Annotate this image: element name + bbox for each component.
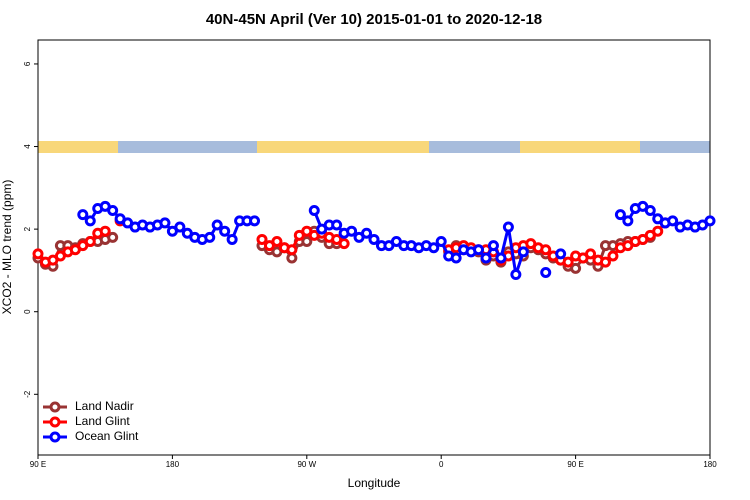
point [704, 215, 716, 227]
point [473, 244, 485, 256]
x-tick-label: 90 E [30, 460, 46, 469]
point [99, 225, 111, 237]
point [450, 252, 462, 264]
plot-frame [37, 39, 711, 456]
x-axis-label: Longitude [348, 476, 401, 490]
point [286, 244, 298, 256]
legend-label: Land Glint [75, 414, 130, 428]
point [555, 248, 567, 260]
x-tick-label: 90 W [297, 460, 316, 469]
point [338, 238, 350, 250]
point [517, 246, 529, 258]
legend-marker [49, 431, 61, 443]
point [644, 205, 656, 217]
point [622, 215, 634, 227]
x-tick-label: 180 [166, 460, 180, 469]
land-band [38, 141, 118, 153]
point [361, 227, 373, 239]
chart-title: 40N-45N April (Ver 10) 2015-01-01 to 202… [206, 11, 542, 28]
point [32, 248, 44, 260]
y-tick-label: 2 [23, 226, 32, 231]
point [331, 219, 343, 231]
point [308, 205, 320, 217]
point [435, 236, 447, 248]
land-ocean-strip [38, 141, 710, 153]
point [301, 236, 313, 248]
point [368, 233, 380, 245]
point [652, 225, 664, 237]
point [249, 215, 261, 227]
legend-marker [49, 416, 61, 428]
point [346, 225, 358, 237]
point [84, 236, 96, 248]
point [570, 262, 582, 274]
point [226, 233, 238, 245]
y-tick-label: 4 [23, 144, 32, 149]
land-band [520, 141, 640, 153]
point [271, 236, 283, 248]
point [159, 217, 171, 229]
point [84, 215, 96, 227]
y-axis-label: XCO2 - MLO trend (ppm) [0, 180, 14, 315]
point [107, 231, 119, 243]
point [502, 221, 514, 233]
point [599, 256, 611, 268]
legend-marker [49, 401, 61, 413]
point [219, 225, 231, 237]
point [174, 221, 186, 233]
x-tick-label: 90 E [567, 460, 583, 469]
point [211, 219, 223, 231]
y-tick-label: 0 [23, 309, 32, 314]
land-band [257, 141, 429, 153]
point [428, 242, 440, 254]
point [510, 269, 522, 281]
x-tick-label: 180 [703, 460, 717, 469]
point [607, 250, 619, 262]
point [204, 231, 216, 243]
point [667, 215, 679, 227]
x-tick-label: 0 [439, 460, 444, 469]
series [77, 200, 716, 281]
point [562, 256, 574, 268]
point [487, 240, 499, 252]
point [480, 252, 492, 264]
point [495, 252, 507, 264]
point [614, 209, 626, 221]
legend-label: Ocean Glint [75, 429, 139, 443]
y-tick-label: 6 [23, 61, 32, 66]
point [107, 205, 119, 217]
point [540, 244, 552, 256]
point [585, 248, 597, 260]
point [540, 266, 552, 278]
point [77, 209, 89, 221]
point [256, 233, 268, 245]
legend-label: Land Nadir [75, 399, 134, 413]
y-tick-label: -2 [23, 390, 32, 398]
